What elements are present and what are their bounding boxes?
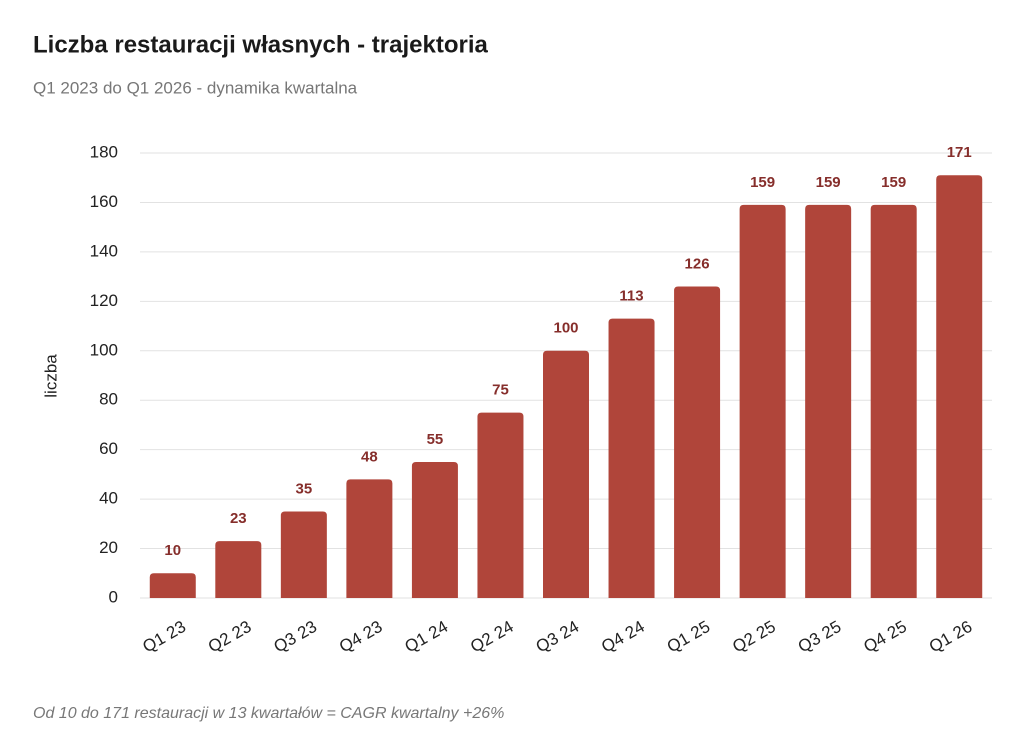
x-tick-label: Q1 24	[402, 617, 452, 657]
data-label: 10	[164, 542, 181, 559]
data-label: 126	[685, 255, 710, 272]
data-label: 48	[361, 448, 378, 465]
data-label: 75	[492, 382, 509, 399]
y-tick-label: 20	[99, 538, 118, 557]
data-label: 159	[816, 174, 841, 191]
bar	[215, 541, 262, 598]
x-tick-label: Q1 25	[664, 617, 714, 657]
y-tick-label: 120	[90, 291, 118, 310]
x-tick-label: Q3 23	[270, 617, 320, 657]
y-tick-label: 100	[90, 340, 118, 359]
y-tick-label: 40	[99, 489, 118, 508]
bar	[346, 479, 393, 598]
data-label: 23	[230, 510, 247, 527]
bar	[543, 350, 589, 598]
annotation: Od 10 do 171 restauracji w 13 kwartałów …	[33, 705, 504, 722]
x-tick-label: Q4 25	[860, 617, 910, 657]
bar	[870, 204, 917, 598]
bar	[674, 286, 721, 598]
x-tick-label: Q1 23	[139, 617, 189, 657]
chart-subtitle: Q1 2023 do Q1 2026 - dynamika kwartalna	[33, 78, 358, 97]
bar	[411, 462, 458, 598]
y-tick-label: 180	[90, 142, 118, 161]
data-label: 35	[296, 480, 313, 497]
bar	[608, 318, 655, 598]
bar	[936, 175, 983, 598]
data-label: 159	[881, 174, 906, 191]
y-tick-label: 80	[99, 390, 118, 409]
x-tick-label: Q2 23	[205, 617, 255, 657]
y-tick-label: 60	[99, 439, 118, 458]
x-tick-label: Q1 26	[926, 617, 976, 657]
x-tick-label: Q3 25	[795, 617, 845, 657]
bar	[149, 573, 196, 598]
bar	[805, 204, 852, 598]
data-label: 55	[427, 431, 444, 448]
bar	[477, 412, 524, 598]
bar	[739, 204, 786, 598]
y-tick-label: 0	[109, 587, 118, 606]
x-tick-label: Q4 24	[598, 617, 648, 657]
chart-title: Liczba restauracji własnych - trajektori…	[33, 31, 489, 58]
x-tick-label: Q2 25	[729, 617, 779, 657]
y-axis-label: liczba	[41, 354, 60, 398]
x-tick-label: Q2 24	[467, 617, 517, 657]
data-label: 159	[750, 174, 775, 191]
y-tick-label: 160	[90, 192, 118, 211]
x-tick-label: Q4 23	[336, 617, 386, 657]
data-label: 113	[619, 288, 643, 305]
y-tick-label: 140	[90, 241, 118, 260]
data-label: 171	[947, 144, 972, 161]
data-label: 100	[553, 320, 578, 337]
bar	[280, 511, 327, 598]
x-tick-label: Q3 24	[533, 617, 583, 657]
